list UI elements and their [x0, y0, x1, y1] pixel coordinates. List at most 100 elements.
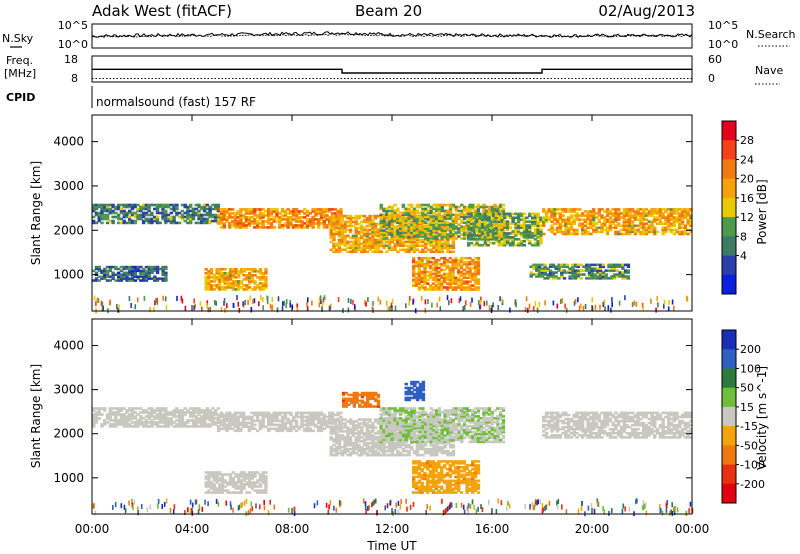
clutter-cell [319, 295, 322, 301]
freq-panel: Freq. [MHz] 18 8 60 0 Nave [4, 53, 783, 85]
echo-cell [300, 413, 304, 417]
echo-cell [362, 232, 367, 236]
echo-cell [207, 274, 211, 277]
echo-cell [412, 258, 416, 262]
echo-cell [429, 244, 433, 248]
echo-cell [587, 267, 592, 270]
echo-cell [214, 423, 218, 426]
echo-cell [215, 278, 219, 281]
echo-cell [340, 418, 344, 421]
echo-cell [471, 278, 475, 281]
echo-cell [108, 279, 113, 282]
echo-cell [222, 208, 226, 211]
echo-cell [242, 278, 246, 281]
echo-cell [308, 417, 313, 421]
echo-cell [415, 238, 419, 242]
echo-cell [217, 417, 221, 421]
echo-cell [585, 267, 589, 270]
echo-cell [351, 445, 356, 449]
echo-cell [267, 419, 271, 423]
echo-cell [519, 243, 524, 247]
clutter-cell [371, 306, 374, 312]
echo-cell [553, 218, 557, 221]
echo-cell [615, 265, 619, 268]
echo-cell [365, 434, 369, 437]
echo-cell [211, 421, 215, 424]
echo-cell [332, 449, 336, 453]
echo-cell [189, 203, 193, 207]
echo-cell [614, 226, 618, 230]
echo-cell [555, 218, 560, 221]
echo-cell [119, 211, 124, 215]
echo-cell [269, 208, 274, 211]
echo-cell [586, 216, 590, 219]
echo-cell [346, 220, 350, 224]
clutter-cell [271, 296, 274, 302]
echo-cell [231, 270, 235, 273]
echo-cell [529, 271, 533, 274]
echo-cell [233, 218, 238, 221]
echo-cell [675, 212, 679, 215]
echo-cell [346, 453, 350, 457]
echo-cell [365, 453, 369, 457]
echo-cell [426, 428, 431, 431]
echo-cell [147, 425, 151, 428]
echo-cell [208, 413, 212, 416]
echo-cell [420, 270, 424, 274]
echo-cell [600, 222, 604, 225]
echo-cell [560, 275, 564, 278]
clutter-cell [578, 305, 581, 311]
echo-cell [589, 214, 593, 217]
echo-cell [385, 211, 389, 215]
echo-cell [317, 218, 321, 221]
echo-cell [208, 415, 212, 418]
echo-cell [683, 214, 688, 217]
nsky-label: N.Sky [2, 32, 34, 45]
echo-cell [217, 218, 221, 221]
echo-cell [582, 269, 586, 272]
echo-cell [669, 208, 674, 211]
echo-cell [371, 226, 375, 230]
clutter-cell [330, 303, 332, 309]
echo-cell [432, 217, 436, 221]
echo-cell [305, 226, 310, 229]
echo-cell [194, 207, 198, 211]
echo-cell [567, 210, 571, 213]
echo-cell [233, 417, 238, 421]
echo-cell [144, 211, 149, 215]
echo-cell [558, 230, 563, 234]
freq-label: Freq. [6, 54, 33, 67]
echo-cell [202, 425, 207, 428]
echo-cell [428, 266, 433, 270]
echo-cell [418, 447, 422, 451]
echo-cell [505, 222, 510, 225]
echo-cell [451, 240, 456, 244]
echo-cell [305, 425, 310, 429]
echo-cell [228, 415, 232, 419]
echo-cell [128, 413, 132, 416]
echo-cell [286, 222, 290, 225]
echo-cell [511, 239, 515, 243]
echo-cell [272, 210, 276, 213]
echo-cell [500, 220, 504, 223]
echo-cell [211, 419, 215, 422]
echo-cell [418, 218, 422, 222]
echo-cell [446, 248, 450, 252]
echo-cell [478, 222, 482, 225]
echo-cell [305, 218, 310, 221]
echo-cell [220, 288, 225, 291]
echo-cell [661, 214, 665, 217]
echo-cell [465, 282, 469, 285]
echo-cell [155, 415, 160, 418]
echo-cell [379, 217, 383, 221]
echo-cell [533, 216, 538, 220]
echo-cell [368, 216, 372, 220]
echo-cell [500, 243, 504, 247]
echo-cell [435, 248, 439, 252]
echo-cell [415, 221, 419, 224]
echo-cell [448, 286, 452, 289]
echo-cell [535, 265, 539, 268]
echo-cell [164, 219, 168, 223]
echo-cell [119, 275, 124, 278]
echo-cell [340, 216, 344, 220]
